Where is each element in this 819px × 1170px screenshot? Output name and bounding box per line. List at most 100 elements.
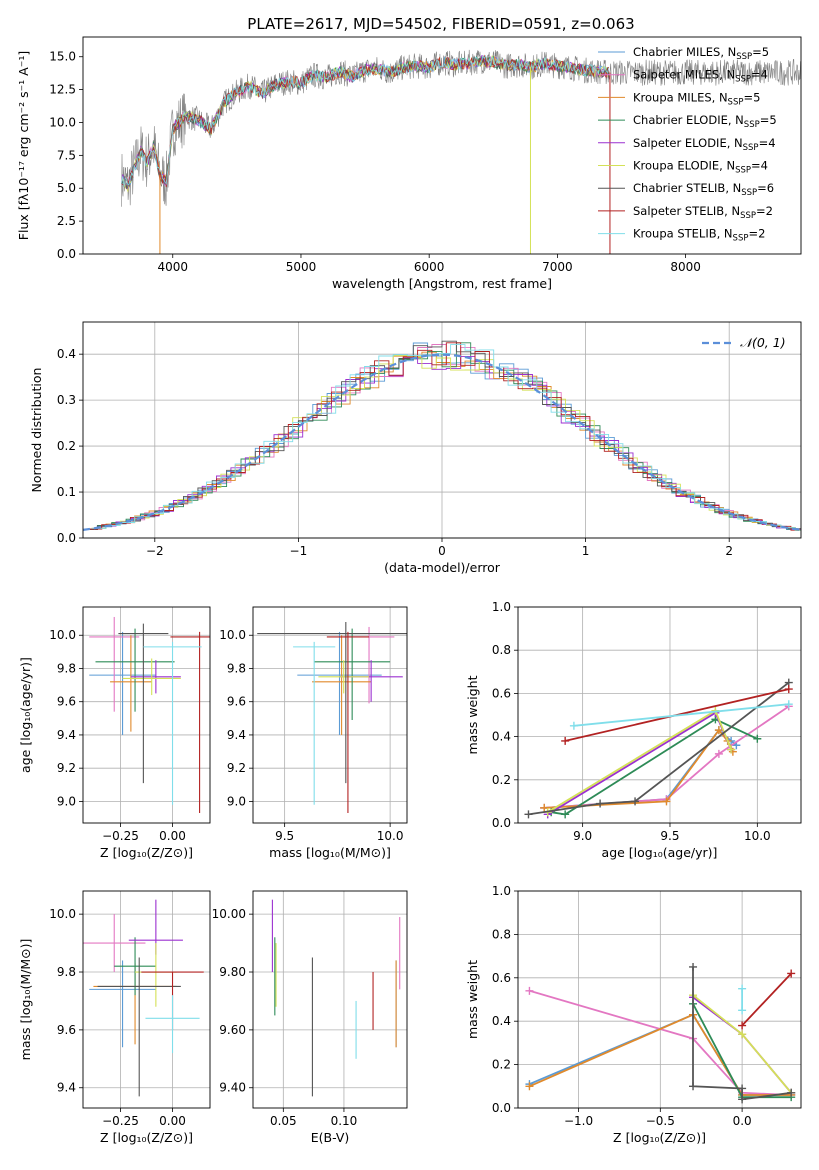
weight-marker — [738, 1021, 747, 1030]
x-axis-label: E(B-V) — [311, 1130, 350, 1145]
y-tick-label: 10.0 — [49, 628, 76, 642]
legend-label: Kroupa MILES, NSSP=5 — [633, 90, 760, 107]
y-tick-label: 9.4 — [57, 1081, 76, 1095]
weight-marker — [784, 700, 793, 709]
weight-marker — [738, 1006, 747, 1015]
panel-age-vs-mass: 9.5 10.0 9.0 9.2 9.4 9.6 9.8 10.0 mass [log₁₀(M/… — [219, 606, 408, 860]
y-tick-label: 12.5 — [49, 83, 76, 97]
grid — [83, 607, 210, 823]
x-axis-label: Z [log₁₀(Z/Z⊙)] — [100, 1130, 193, 1145]
x-tick-label: −1.0 — [564, 1114, 593, 1128]
y-tick-label: 9.2 — [227, 761, 246, 775]
legend-label: Chabrier MILES, NSSP=5 — [633, 45, 769, 62]
y-axis-label: mass [log₁₀(M/M⊙)] — [18, 939, 33, 1061]
y-tick-label: 7.5 — [57, 148, 76, 162]
legend-label: Chabrier STELIB, NSSP=6 — [633, 181, 774, 198]
y-tick-label: 0.3 — [57, 393, 76, 407]
weight-marker — [738, 1030, 747, 1039]
legend-label: Kroupa ELODIE, NSSP=4 — [633, 159, 768, 176]
panel-massweight-vs-age: 9.0 9.5 10.0 0.0 0.2 0.4 0.6 0.8 1.0 age [log₁₀(a… — [465, 600, 802, 860]
weight-marker — [738, 1095, 747, 1104]
axes-frame — [517, 606, 802, 824]
weight-marker — [525, 1082, 534, 1091]
plot-area — [83, 899, 204, 1097]
plot-area — [89, 616, 210, 814]
legend-label-sub: SSP — [740, 211, 756, 221]
weight-marker — [662, 797, 671, 806]
legend-label-sub: SSP — [733, 234, 749, 244]
panel-mass-vs-z: −0.25 0.00 9.4 9.6 9.8 10.0 Z [log₁₀(Z/Z⊙)] mas… — [18, 890, 211, 1145]
legend-label-suffix: =5 — [760, 113, 777, 127]
x-tick-label: 5000 — [286, 260, 317, 274]
legend-label: Salpeter STELIB, NSSP=2 — [633, 204, 773, 221]
grid — [253, 891, 407, 1108]
y-tick-label: 9.0 — [57, 794, 76, 808]
weight-marker — [561, 810, 570, 819]
x-tick-label: 1 — [582, 544, 590, 558]
weight-marker — [596, 799, 605, 808]
legend-label-suffix: =6 — [757, 181, 774, 195]
weight-marker — [524, 810, 533, 819]
legend-label-sub: SSP — [743, 143, 759, 153]
legend-label-main: Chabrier ELODIE, N — [633, 113, 744, 127]
plot-area — [271, 899, 401, 1097]
weight-marker — [540, 803, 549, 812]
panel-residuals: −2 −1 0 1 2 0.0 0.1 0.2 0.3 0.4 (data-model)/error… — [29, 321, 802, 575]
x-tick-label: −2 — [146, 544, 164, 558]
legend-label: Kroupa STELIB, NSSP=2 — [633, 227, 765, 244]
x-tick-label: 4000 — [157, 260, 188, 274]
legend-label-main: Kroupa MILES, N — [633, 90, 728, 104]
y-tick-label: 9.4 — [227, 728, 246, 742]
axes-frame — [82, 36, 802, 255]
x-tick-label: −0.25 — [102, 829, 139, 843]
weight-marker — [689, 1082, 698, 1091]
legend-label-main: Salpeter MILES, N — [633, 68, 735, 82]
normal-curve — [83, 353, 801, 531]
legend-label-main: Chabrier STELIB, N — [633, 181, 741, 195]
legend-label-suffix: =4 — [751, 159, 768, 173]
x-tick-label: 7000 — [542, 260, 573, 274]
weight-marker — [631, 797, 640, 806]
y-tick-label: 0.6 — [492, 971, 511, 985]
legend-label-main: Salpeter STELIB, N — [633, 204, 740, 218]
x-tick-label: 2 — [725, 544, 733, 558]
y-tick-label: 0.8 — [492, 643, 511, 657]
axes-frame — [517, 890, 802, 1109]
axes: 4000 5000 6000 7000 8000 0.0 2.5 5.0 7.5 10.0 12.5… — [16, 36, 802, 291]
y-axis-label: Normed distribution — [29, 368, 44, 493]
y-tick-label: 9.4 — [57, 728, 76, 742]
plot-area — [524, 678, 793, 819]
legend-label: Salpeter ELODIE, NSSP=4 — [633, 136, 776, 153]
weight-marker — [689, 962, 698, 971]
plot-area — [525, 962, 796, 1104]
y-tick-label: 9.40 — [219, 1081, 246, 1095]
weight-series-line — [547, 711, 732, 816]
legend-label-suffix: =4 — [759, 136, 776, 150]
x-tick-label: 0.00 — [159, 829, 186, 843]
weight-marker — [714, 726, 723, 735]
legend-label-suffix: =5 — [743, 90, 760, 104]
model-spectrum-line — [121, 55, 610, 189]
x-tick-label: 9.5 — [275, 829, 294, 843]
x-tick-label: 0 — [438, 544, 446, 558]
axes: 0.05 0.10 9.40 9.60 9.80 10.00 E(B-V) — [212, 890, 408, 1145]
y-tick-label: 0.8 — [492, 927, 511, 941]
model-spectrum-line — [121, 54, 610, 187]
x-tick-label: 9.0 — [573, 829, 592, 843]
y-tick-label: 1.0 — [492, 884, 511, 898]
y-tick-label: 2.5 — [57, 214, 76, 228]
axes: −0.25 0.00 9.4 9.6 9.8 10.0 Z [log₁₀(Z/Z⊙)] mas… — [18, 890, 211, 1145]
legend-label-suffix: =2 — [748, 227, 765, 241]
y-tick-label: 9.6 — [227, 695, 246, 709]
y-tick-label: 0.0 — [492, 816, 511, 830]
weight-marker — [569, 721, 578, 730]
legend-label-main: Kroupa STELIB, N — [633, 227, 733, 241]
axes: 9.0 9.5 10.0 0.0 0.2 0.4 0.6 0.8 1.0 age [log₁₀(a… — [465, 600, 802, 860]
y-tick-label: 10.0 — [219, 628, 246, 642]
legend-label: Salpeter MILES, NSSP=4 — [633, 68, 768, 85]
histogram-series — [91, 344, 801, 531]
weight-marker — [525, 986, 534, 995]
weight-marker — [784, 685, 793, 694]
